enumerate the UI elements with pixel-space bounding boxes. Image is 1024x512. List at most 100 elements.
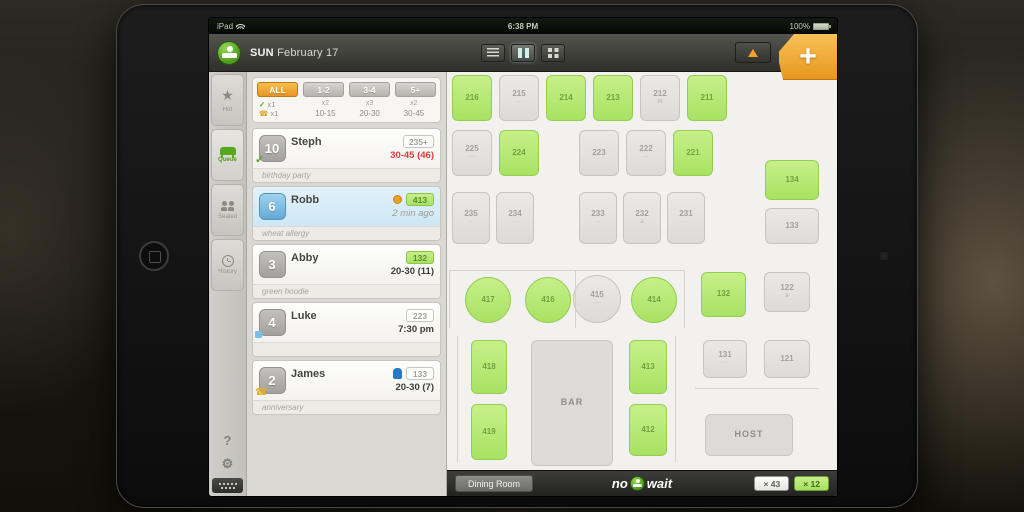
table-414[interactable]: 414	[631, 277, 677, 323]
table-231[interactable]: 231 ····	[667, 192, 705, 244]
table-413[interactable]: 413	[629, 340, 667, 394]
table-214[interactable]: 214	[546, 75, 586, 121]
booth-divider	[449, 270, 685, 271]
bench-icon	[219, 147, 236, 158]
table-222[interactable]: 222 ···	[626, 130, 666, 176]
status-dot-icon	[393, 195, 402, 205]
waitlist-party-james[interactable]: 2 ☎ James 133 20-30 (7) anniversary	[252, 359, 441, 415]
waitlist-party-steph[interactable]: 10 ✓ Steph 235+ 30-45 (46) birthday party	[252, 127, 441, 183]
list-view-button[interactable]	[481, 43, 505, 62]
sidebar-tab-hot[interactable]: Hot	[211, 74, 244, 126]
keyboard-button[interactable]	[212, 478, 243, 493]
table-418[interactable]: 418	[471, 340, 507, 394]
sidebar-tab-seated[interactable]: Seated	[211, 184, 244, 236]
table-215[interactable]: 215 ···	[499, 75, 539, 121]
table-211[interactable]: 211	[687, 75, 727, 121]
list-view-icon	[487, 48, 499, 57]
clock: 6:38 PM	[507, 21, 539, 31]
table-134[interactable]: 134	[765, 160, 819, 200]
alert-arrow-icon	[748, 48, 758, 57]
sidebar-rail: Hot Queue Seated History ? ⚙	[209, 72, 247, 496]
fixture-bar: BAR	[531, 340, 613, 466]
booth-divider	[695, 388, 819, 389]
table-416[interactable]: 416	[525, 277, 571, 323]
party-status: 30-45 (46)	[390, 150, 434, 162]
waitlist-party-luke[interactable]: 4 Luke 223 7:30 pm	[252, 301, 441, 357]
clock-icon	[221, 255, 234, 267]
table-234[interactable]: 234 ····	[496, 192, 534, 244]
table-122[interactable]: 122 a	[764, 272, 810, 312]
people-icon	[220, 200, 235, 212]
ios-status-bar: iPad 6:38 PM 100%	[209, 18, 837, 34]
reservation-icon	[393, 368, 402, 380]
filter-3-4[interactable]: 3-4	[349, 82, 390, 97]
device-label: iPad	[217, 21, 234, 31]
battery-percent: 100%	[789, 21, 810, 31]
table-223[interactable]: 223	[579, 130, 619, 176]
party-note: wheat allergy	[252, 225, 441, 241]
all-stats: ✓ x1 ☎ x1	[259, 100, 279, 119]
table-419[interactable]: 419	[471, 404, 507, 460]
table-415[interactable]: 415 ····	[573, 275, 621, 323]
settings-gear-icon[interactable]: ⚙	[221, 456, 234, 471]
table-216[interactable]: 216	[452, 75, 492, 121]
table-assignment-pill[interactable]: 223	[406, 309, 434, 323]
view-toggle-group	[481, 43, 565, 62]
filter-all[interactable]: ALL	[257, 82, 298, 97]
room-selector-button[interactable]: Dining Room	[455, 475, 534, 492]
table-235[interactable]: 235 ···	[452, 192, 490, 244]
table-132[interactable]: 132	[701, 272, 746, 317]
waitlist-panel: ALL 1-2 3-4 5+ ✓ x1 ☎ x1 x2 10-15 x3 20-30 x2…	[247, 72, 447, 496]
filter-stat: x3 20-30	[359, 100, 380, 118]
flag-icon	[255, 330, 262, 338]
table-417[interactable]: 417	[465, 277, 511, 323]
table-212[interactable]: 212 m	[640, 75, 680, 121]
add-party-button[interactable]: +	[779, 34, 837, 80]
table-assignment-pill[interactable]: 235+	[402, 135, 434, 149]
home-button[interactable]	[139, 241, 169, 271]
party-size-badge: 3	[258, 250, 286, 278]
party-note	[252, 341, 441, 357]
grid-view-button[interactable]	[541, 43, 565, 62]
checked-in-icon: ✓	[255, 153, 265, 166]
table-233[interactable]: 233 ···	[579, 192, 617, 244]
table-assignment-pill[interactable]: 413	[406, 193, 434, 207]
sidebar-tab-history[interactable]: History	[211, 239, 244, 291]
waitlist-party-abby[interactable]: 3 Abby 132 20-30 (11) green hoodie	[252, 243, 441, 299]
star-icon	[221, 87, 234, 105]
filter-buttons: ALL 1-2 3-4 5+	[257, 82, 436, 97]
filter-5+[interactable]: 5+	[395, 82, 436, 97]
wifi-icon	[236, 23, 246, 29]
filter-stat: x2 10-15	[315, 100, 336, 118]
table-232[interactable]: 232 a	[623, 192, 661, 244]
booth-divider	[449, 270, 450, 328]
filter-stats: ✓ x1 ☎ x1 x2 10-15 x3 20-30 x2 30-45	[257, 100, 436, 119]
party-name: Steph	[291, 135, 322, 148]
booth-divider	[575, 270, 576, 328]
table-assignment-pill[interactable]: 133	[406, 367, 434, 381]
table-121[interactable]: 121	[764, 340, 810, 378]
party-note: birthday party	[252, 167, 441, 183]
table-412[interactable]: 412	[629, 404, 667, 456]
filter-1-2[interactable]: 1-2	[303, 82, 344, 97]
screen: iPad 6:38 PM 100% SUN February 17	[209, 18, 837, 496]
waitlist-party-robb[interactable]: 6 Robb 413 2 min ago wheat allergy	[252, 185, 441, 241]
ipad-device: iPad 6:38 PM 100% SUN February 17	[116, 4, 918, 508]
table-224[interactable]: 224	[499, 130, 539, 176]
table-133[interactable]: 133	[765, 208, 819, 244]
nowait-logo-icon[interactable]	[217, 40, 241, 65]
table-assignment-pill[interactable]: 132	[406, 251, 434, 265]
split-view-icon	[517, 47, 529, 58]
table-221[interactable]: 221	[673, 130, 713, 176]
split-view-button[interactable]	[511, 43, 535, 62]
alerts-button[interactable]	[735, 42, 771, 63]
party-name: Abby	[291, 251, 319, 264]
date-label[interactable]: SUN February 17	[250, 46, 339, 59]
sidebar-tab-queue[interactable]: Queue	[211, 129, 244, 181]
party-size-badge: 6	[258, 192, 286, 220]
table-131[interactable]: 131 ···	[703, 340, 747, 378]
table-213[interactable]: 213	[593, 75, 633, 121]
help-button[interactable]: ?	[223, 433, 232, 448]
table-225[interactable]: 225 ····	[452, 130, 492, 176]
party-status: 2 min ago	[392, 208, 434, 220]
